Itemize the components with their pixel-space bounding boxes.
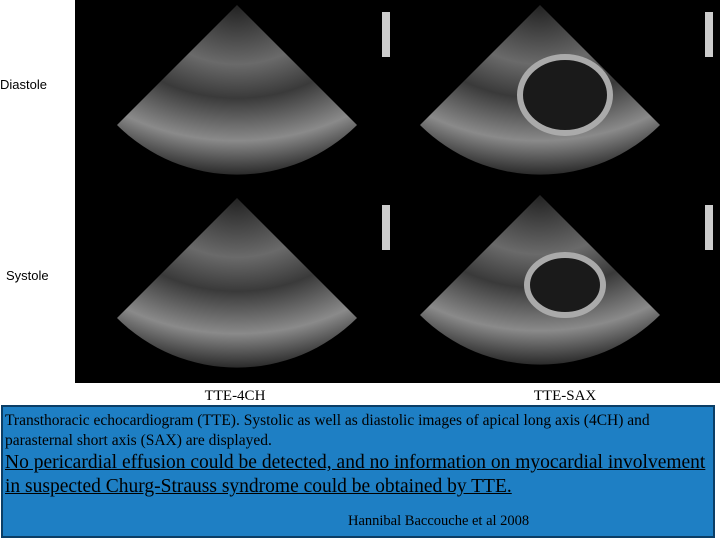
view-label: TTE-SAX (533, 388, 597, 404)
caption-box: Transthoracic echocardiogram (TTE). Syst… (1, 405, 715, 538)
diastole-label: Diastole (0, 77, 47, 92)
citation: Hannibal Baccouche et al 2008 (348, 513, 530, 529)
view-label: TTE-4CH (204, 388, 266, 404)
systole-label: Systole (6, 268, 49, 283)
echo-images (75, 0, 720, 383)
caption-finding: No pericardial effusion could be detecte… (5, 452, 706, 497)
caption-intro: Transthoracic echocardiogram (TTE). Syst… (5, 412, 650, 449)
